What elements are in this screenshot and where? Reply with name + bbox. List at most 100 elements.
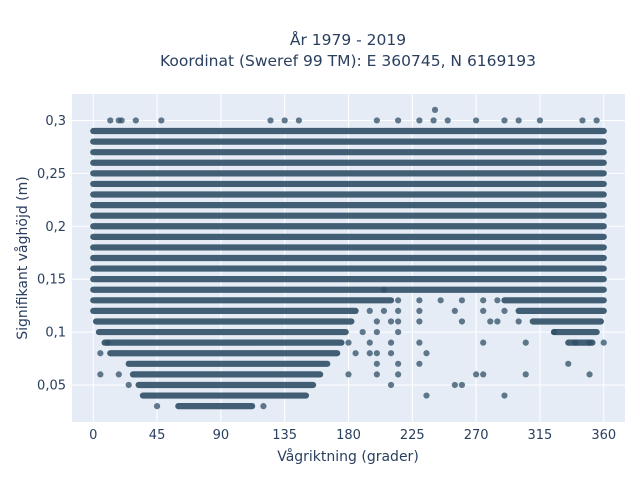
data-point bbox=[437, 297, 444, 304]
data-point bbox=[373, 318, 380, 325]
data-point bbox=[118, 117, 125, 124]
data-point bbox=[586, 339, 593, 346]
data-point bbox=[395, 371, 402, 378]
data-point bbox=[387, 350, 395, 357]
data-point bbox=[97, 350, 104, 357]
data-point bbox=[366, 307, 373, 315]
data-point bbox=[451, 307, 458, 315]
data-point bbox=[423, 392, 430, 399]
data-point bbox=[501, 392, 508, 399]
data-point bbox=[444, 117, 451, 124]
y-axis-title: Signifikant våghöjd (m) bbox=[14, 176, 31, 339]
data-point bbox=[366, 339, 373, 346]
data-point bbox=[107, 117, 114, 124]
data-point bbox=[600, 339, 607, 346]
data-point bbox=[416, 297, 423, 304]
data-point bbox=[579, 117, 586, 124]
data-point bbox=[97, 371, 104, 378]
data-point bbox=[501, 117, 508, 124]
data-point bbox=[387, 381, 395, 389]
data-point bbox=[366, 350, 373, 357]
y-tick-label: 0,1 bbox=[45, 326, 66, 341]
data-point bbox=[373, 350, 380, 357]
data-point bbox=[115, 371, 122, 378]
data-point bbox=[373, 371, 380, 378]
data-point bbox=[380, 307, 388, 315]
data-point bbox=[132, 117, 139, 124]
data-point bbox=[373, 328, 380, 336]
data-point bbox=[267, 117, 274, 124]
data-point bbox=[515, 117, 522, 124]
x-axis-title: Vågriktning (grader) bbox=[277, 448, 419, 465]
data-point bbox=[458, 318, 466, 325]
data-point bbox=[416, 318, 423, 325]
y-tick-label: 0,3 bbox=[45, 114, 66, 129]
x-tick-label: 90 bbox=[213, 428, 230, 443]
data-point bbox=[565, 360, 572, 367]
data-point bbox=[387, 318, 395, 325]
data-point bbox=[480, 371, 487, 378]
y-tick-label: 0,2 bbox=[45, 220, 66, 235]
data-point bbox=[395, 307, 402, 315]
data-point bbox=[572, 339, 579, 346]
data-point bbox=[260, 403, 267, 410]
data-point bbox=[586, 371, 593, 378]
data-point bbox=[593, 117, 600, 124]
data-point bbox=[416, 117, 423, 124]
data-point bbox=[395, 318, 402, 325]
data-point bbox=[494, 318, 501, 325]
data-point bbox=[501, 307, 508, 315]
x-tick-labels: 0 45 90 135 180 225 270 315 360 bbox=[89, 428, 616, 443]
chart-title-line-2: Koordinat (Sweref 99 TM): E 360745, N 61… bbox=[160, 52, 536, 70]
y-tick-label: 0,05 bbox=[37, 378, 66, 393]
y-tick-label: 0,15 bbox=[37, 273, 66, 288]
data-point bbox=[416, 307, 423, 315]
data-point bbox=[522, 371, 529, 378]
y-tick-label: 0,25 bbox=[37, 167, 66, 182]
x-tick-label: 225 bbox=[400, 428, 425, 443]
data-point bbox=[281, 117, 288, 124]
y-tick-labels: 0,05 0,1 0,15 0,2 0,25 0,3 bbox=[37, 114, 66, 394]
data-points bbox=[90, 106, 607, 410]
data-point bbox=[431, 106, 439, 113]
chart-title-line-1: År 1979 - 2019 bbox=[290, 30, 406, 49]
data-point bbox=[473, 117, 480, 124]
data-point bbox=[395, 360, 402, 367]
data-point bbox=[522, 339, 529, 346]
x-tick-label: 45 bbox=[149, 428, 166, 443]
data-point bbox=[104, 339, 111, 346]
data-point bbox=[395, 297, 402, 304]
x-tick-label: 270 bbox=[464, 428, 489, 443]
x-tick-label: 180 bbox=[336, 428, 361, 443]
data-point bbox=[345, 371, 352, 378]
data-point bbox=[423, 350, 430, 357]
data-point bbox=[395, 328, 402, 336]
data-point bbox=[458, 297, 466, 304]
data-point bbox=[373, 360, 380, 367]
data-point bbox=[473, 371, 480, 378]
data-point bbox=[395, 117, 402, 124]
data-point bbox=[451, 381, 458, 389]
data-point bbox=[373, 117, 380, 124]
data-point bbox=[380, 286, 388, 293]
data-point bbox=[359, 328, 366, 336]
data-point bbox=[295, 117, 302, 124]
data-point bbox=[480, 307, 487, 315]
data-point bbox=[487, 318, 494, 325]
data-point bbox=[458, 381, 466, 389]
data-point bbox=[515, 318, 522, 325]
data-point bbox=[352, 350, 359, 357]
data-point bbox=[416, 360, 423, 367]
x-tick-label: 315 bbox=[528, 428, 553, 443]
data-point bbox=[536, 117, 544, 124]
data-point bbox=[125, 381, 132, 389]
data-point bbox=[430, 117, 437, 124]
data-point bbox=[387, 339, 395, 346]
data-point bbox=[153, 403, 161, 410]
data-point bbox=[158, 117, 165, 124]
data-point bbox=[345, 339, 352, 346]
x-tick-label: 0 bbox=[89, 428, 97, 443]
x-tick-label: 135 bbox=[272, 428, 297, 443]
data-point bbox=[551, 328, 558, 336]
